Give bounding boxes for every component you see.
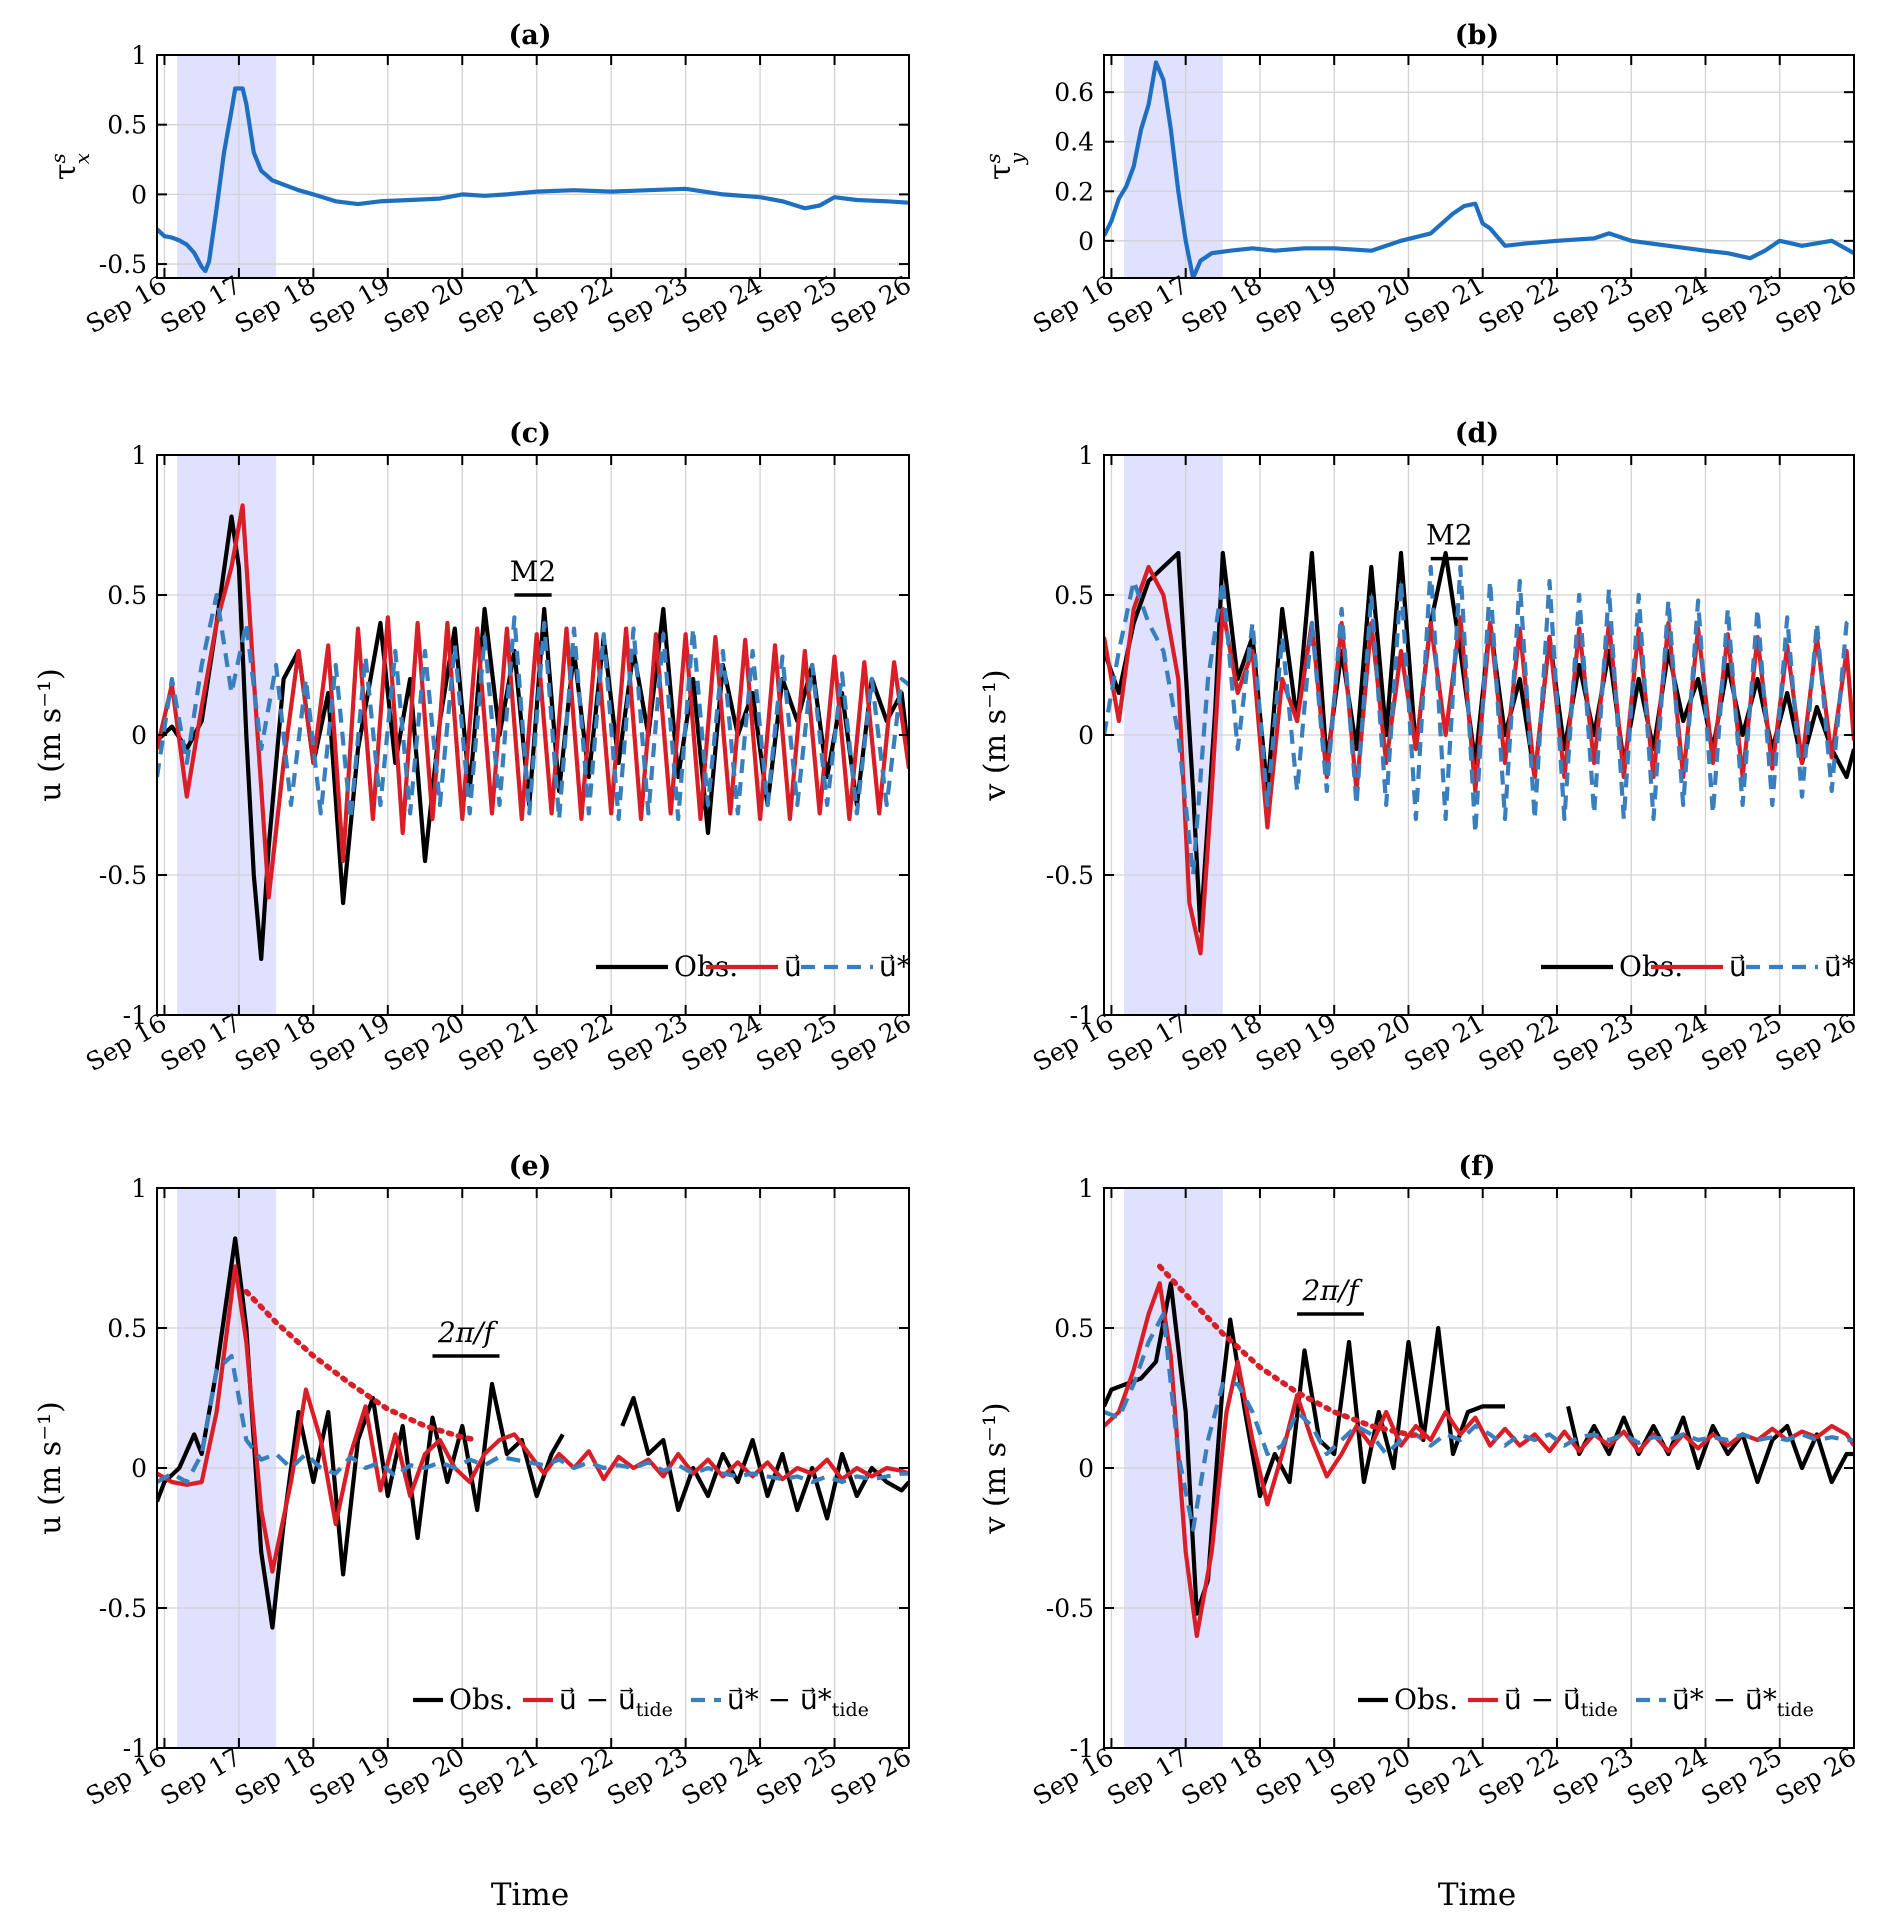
series-line-main [1104,60,1854,278]
legend-label-sub: tide [1777,1699,1814,1721]
series-group [1104,550,1854,956]
y-tick-label: 0.6 [1054,78,1094,107]
series-line-main [157,86,909,274]
series-line-u- [157,503,909,900]
series-line-u-u-tide [1104,1281,1854,1639]
y-axis-label: v (m s⁻¹) [978,669,1013,801]
series-line-obs- [157,514,909,962]
series-line-obs- [1104,1281,1505,1616]
annotation-label: 2π/f [437,1316,499,1349]
series-line-obs- [157,1236,565,1630]
y-tick-label: 0.5 [107,581,147,610]
y-axis-label-sup: s [46,153,70,163]
x-axis-label-right: Time [1438,1877,1516,1913]
series-group [1104,60,1854,278]
y-tick-label: -0.5 [99,1594,147,1623]
series-line-u- [1104,564,1854,878]
series-group [157,1236,909,1630]
y-tick-label: 0 [131,721,147,750]
annotation-label: M2 [1426,519,1472,552]
y-tick-label: 1 [131,441,147,470]
y-axis-label-sub: y [1005,152,1029,165]
legend-label: u⃗* [1824,950,1856,983]
y-tick-label: -1 [123,1001,147,1030]
y-tick-label: -0.5 [1046,861,1094,890]
legend-label: u⃗* [879,950,911,983]
y-axis-label: u (m s⁻¹) [33,668,68,802]
panel-title-b: (b) [1455,20,1499,51]
y-tick-label: -1 [123,1734,147,1763]
panel-title-f: (f) [1458,1151,1495,1182]
series-group [1104,1263,1854,1639]
y-axis-label: u (m s⁻¹) [33,1401,68,1535]
legend: Obs. u⃗ u⃗* [596,950,911,983]
panel-title-a: (a) [508,20,551,51]
y-tick-label: -1 [1070,1734,1094,1763]
y-tick-label: -1 [1070,1001,1094,1030]
y-tick-label: 0.5 [1054,1314,1094,1343]
series-line-envelope [1156,1263,1434,1440]
y-tick-label: 1 [131,41,147,70]
y-axis-label: v (m s⁻¹) [978,1402,1013,1534]
legend-label: Obs. [449,1683,513,1716]
axes-frame [1103,54,1855,279]
series-line-u- [1104,564,1854,956]
legend-label: Obs. [1394,1683,1458,1716]
panel-title-e: (e) [509,1151,552,1182]
y-tick-label: 1 [131,1174,147,1203]
y-tick-label: 0 [1078,227,1094,256]
legend-label-sub: tide [832,1699,869,1721]
series-group [157,86,909,274]
y-tick-label: 0 [1078,1454,1094,1483]
series-line-envelope [243,1288,480,1443]
legend-label: u⃗ [784,950,802,983]
y-tick-label: -0.5 [1046,1594,1094,1623]
y-tick-label: 0.5 [1054,581,1094,610]
panel-title-c: (c) [509,418,551,449]
y-tick-label: 0.5 [107,111,147,140]
series-group [157,503,909,962]
legend-label-sub: tide [1581,1699,1618,1721]
y-tick-label: 0 [131,1454,147,1483]
y-tick-label: 0.2 [1054,177,1094,206]
y-tick-label: -0.5 [99,861,147,890]
panel-title-d: (d) [1455,418,1499,449]
series-line-u- [157,592,909,822]
legend-label: u⃗ [1729,950,1747,983]
y-axis-label-sub: x [70,153,94,164]
annotation-label: M2 [510,555,556,588]
axes-frame [156,54,910,279]
y-tick-label: 1 [1078,1174,1094,1203]
y-axis-label-sup: s [981,153,1005,163]
y-tick-label: 0.5 [107,1314,147,1343]
y-tick-label: 0 [1078,721,1094,750]
series-line-u-u-tide [157,1353,909,1485]
y-tick-label: 0 [131,180,147,209]
annotation-label: 2π/f [1301,1274,1363,1307]
x-axis-label-left: Time [491,1877,569,1913]
y-tick-label: 0.4 [1054,128,1094,157]
legend-label-sub: tide [636,1699,673,1721]
y-tick-label: -0.5 [99,250,147,279]
legend: Obs. u⃗ u⃗* [1541,950,1856,983]
y-tick-label: 1 [1078,441,1094,470]
